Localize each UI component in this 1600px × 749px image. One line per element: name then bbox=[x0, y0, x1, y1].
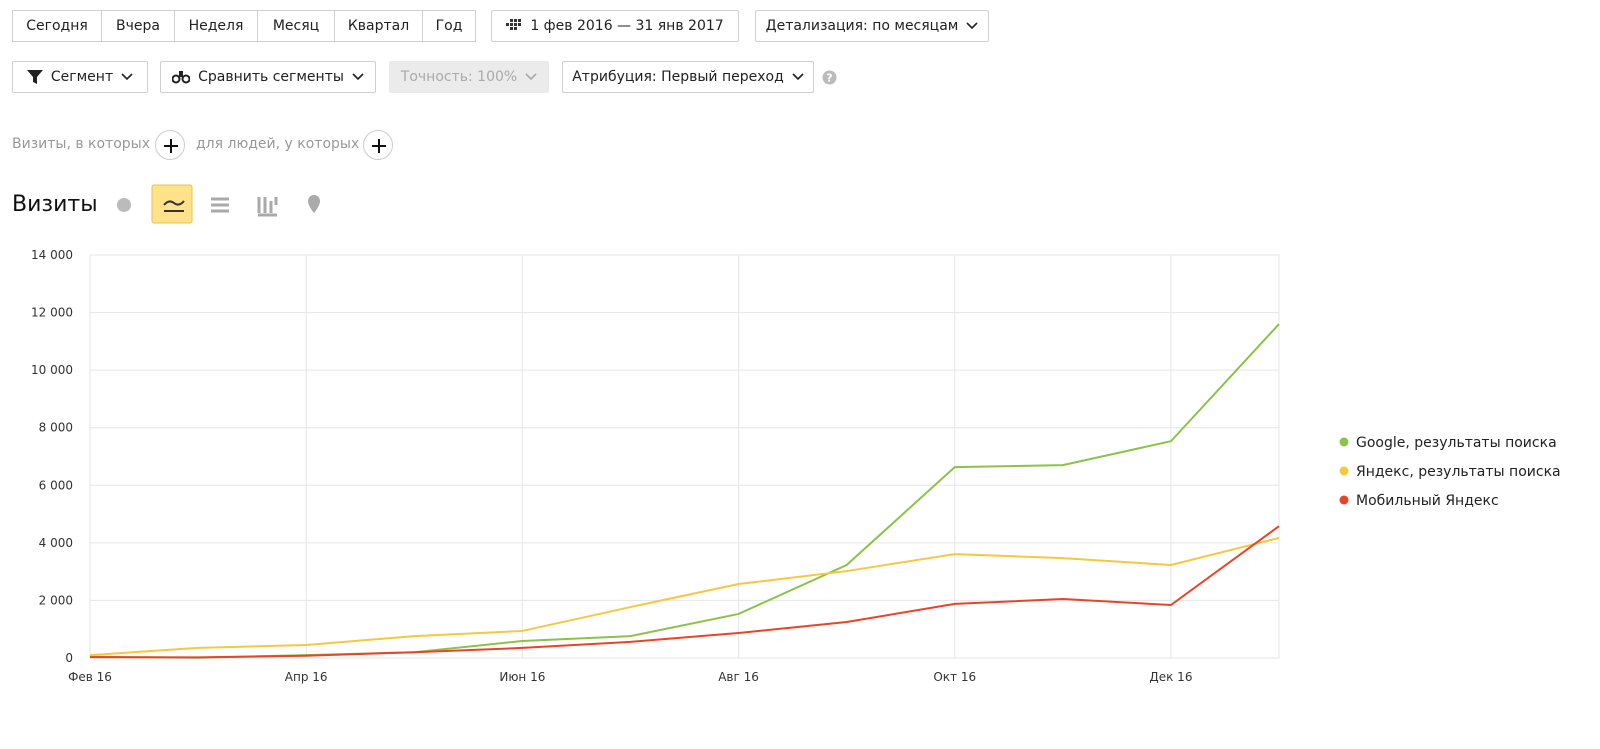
segment-label: Сегмент bbox=[50, 69, 114, 85]
accuracy-label: Точность: 100% bbox=[400, 69, 518, 85]
calendar-icon bbox=[506, 19, 522, 30]
legend-marker bbox=[1339, 437, 1349, 447]
period-button[interactable]: Вчера bbox=[102, 10, 175, 42]
period-button[interactable]: Квартал bbox=[335, 10, 423, 42]
segment-button[interactable]: Сегмент bbox=[12, 61, 148, 93]
legend-marker bbox=[1339, 495, 1349, 505]
add-visit-filter[interactable] bbox=[155, 130, 185, 160]
add-people-filter[interactable] bbox=[363, 130, 393, 160]
chevron bbox=[792, 73, 804, 81]
series-line bbox=[89, 323, 1280, 659]
filter-icon bbox=[26, 70, 43, 84]
x-tick-label: Апр 16 bbox=[285, 670, 328, 684]
chevron bbox=[525, 73, 537, 81]
filter-visits: Визиты, в которых bbox=[12, 136, 151, 152]
period-button[interactable]: Год bbox=[423, 10, 476, 42]
chart: Визиты 0 2 000 4 000 6 000 8 000 10 000 12 000… bbox=[12, 184, 1561, 684]
series-line bbox=[89, 525, 1280, 659]
detail-label: Детализация: по месяцам bbox=[765, 18, 959, 34]
period-button[interactable]: Сегодня bbox=[12, 10, 102, 42]
bar-icon[interactable] bbox=[257, 197, 278, 217]
compare-button[interactable]: Сравнить сегменты bbox=[160, 61, 376, 93]
legend-marker bbox=[1339, 466, 1349, 476]
chevron bbox=[966, 22, 978, 30]
y-tick-label: 12 000 bbox=[31, 306, 73, 320]
chart-title: Визиты bbox=[12, 192, 98, 217]
area-icon[interactable] bbox=[211, 197, 229, 213]
accuracy-button: Точность: 100% bbox=[389, 61, 549, 93]
legend-label: Google, результаты поиска bbox=[1356, 435, 1557, 451]
x-tick-label: Фев 16 bbox=[68, 670, 112, 684]
legend-label: Мобильный Яндекс bbox=[1356, 493, 1499, 509]
date-range-button[interactable]: 1 фев 2016 — 31 янв 2017 bbox=[491, 10, 739, 42]
period-button[interactable]: Месяц bbox=[258, 10, 335, 42]
y-tick-label: 6 000 bbox=[39, 478, 73, 492]
x-tick-label: Авг 16 bbox=[718, 670, 759, 684]
pie-icon[interactable] bbox=[117, 198, 131, 212]
series-line bbox=[89, 536, 1280, 657]
period-button[interactable]: Неделя bbox=[175, 10, 258, 42]
detail-button[interactable]: Детализация: по месяцам bbox=[755, 10, 989, 42]
compare-label: Сравнить сегменты bbox=[198, 69, 344, 85]
chart-type-icons bbox=[117, 184, 320, 224]
y-tick-label: 2 000 bbox=[39, 593, 73, 607]
legend-label: Яндекс, результаты поиска bbox=[1356, 464, 1561, 480]
attribution-label: Атрибуция: Первый переход bbox=[572, 69, 784, 85]
y-tick-label: 0 bbox=[65, 651, 73, 665]
y-tick-label: 8 000 bbox=[39, 421, 73, 435]
chevron bbox=[352, 73, 364, 81]
y-tick-label: 14 000 bbox=[31, 248, 73, 262]
map-icon[interactable] bbox=[308, 195, 320, 213]
attribution-button[interactable]: Атрибуция: Первый переход bbox=[562, 61, 814, 93]
y-tick-label: 10 000 bbox=[31, 363, 73, 377]
svg-text:?: ? bbox=[826, 72, 832, 85]
x-tick-label: Июн 16 bbox=[499, 670, 545, 684]
compare-icon bbox=[172, 71, 191, 84]
help-icon[interactable]: ? bbox=[822, 70, 837, 85]
filter-people: для людей, у которых bbox=[196, 136, 360, 152]
y-tick-label: 4 000 bbox=[39, 536, 73, 550]
x-tick-label: Окт 16 bbox=[933, 670, 976, 684]
x-tick-label: Дек 16 bbox=[1149, 670, 1192, 684]
date-range: 1 фев 2016 — 31 янв 2017 bbox=[530, 18, 724, 34]
line-icon[interactable] bbox=[151, 184, 193, 224]
chevron bbox=[121, 73, 133, 81]
